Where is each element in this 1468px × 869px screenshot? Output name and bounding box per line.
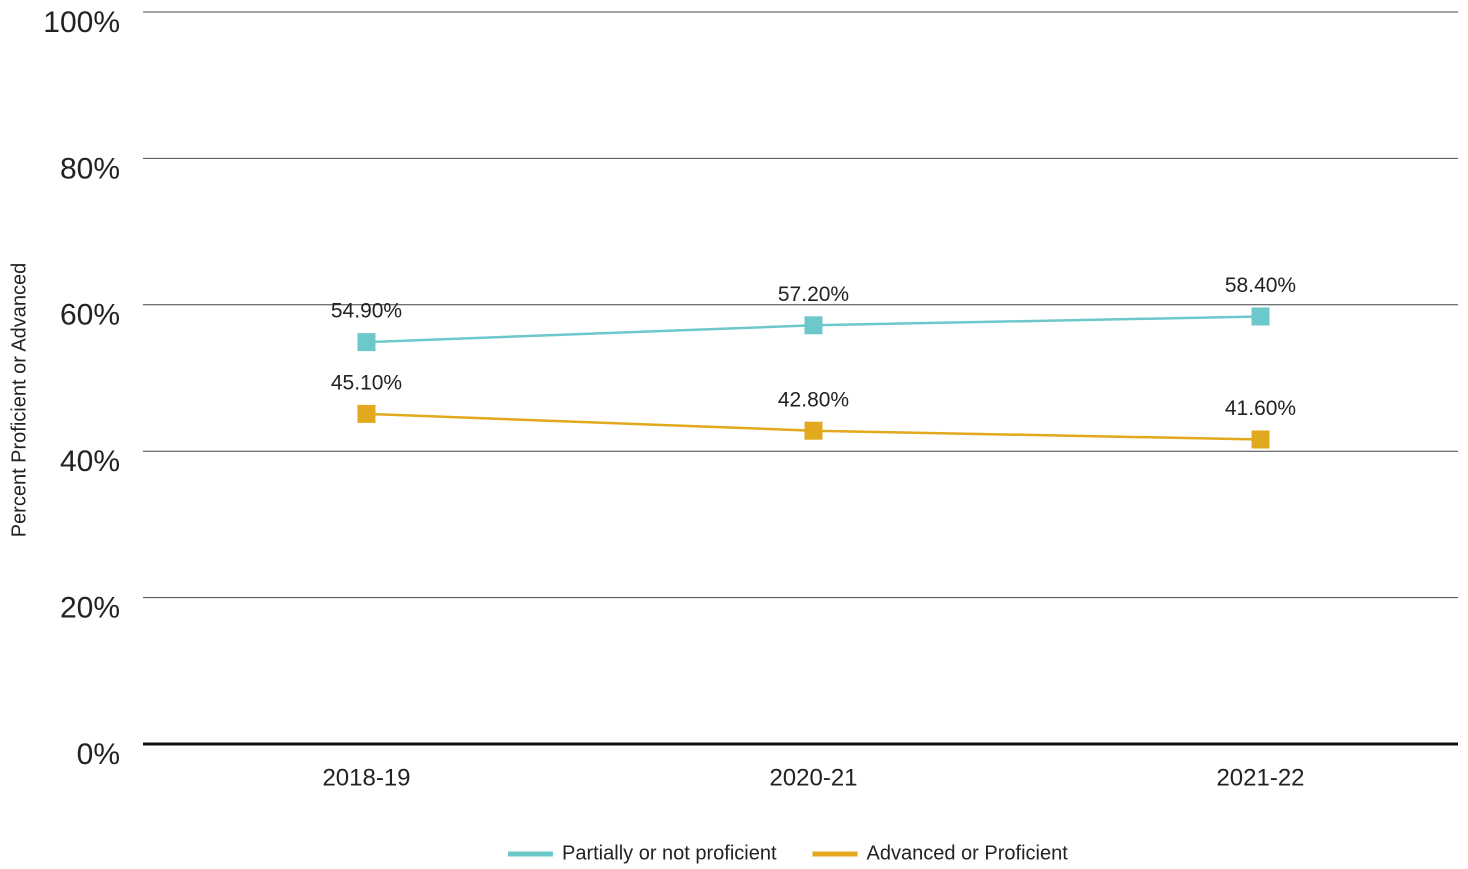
y-tick-label: 0%	[77, 738, 120, 771]
y-tick-label: 80%	[60, 152, 120, 185]
y-tick-label: 100%	[43, 6, 120, 39]
data-point	[357, 333, 376, 352]
data-label: 58.40%	[1225, 274, 1296, 297]
y-tick-label: 60%	[60, 299, 120, 332]
x-tick-label: 2021-22	[1216, 764, 1304, 791]
y-tick-label: 20%	[60, 592, 120, 625]
data-point	[804, 316, 823, 335]
data-point	[804, 421, 823, 440]
x-tick-label: 2020-21	[769, 764, 857, 791]
y-axis-label: Percent Proficient or Advanced	[8, 263, 30, 538]
data-point	[1251, 430, 1270, 449]
data-label: 57.20%	[778, 283, 849, 306]
data-point	[1251, 307, 1270, 326]
legend-label: Advanced or Proficient	[867, 842, 1069, 864]
data-label: 42.80%	[778, 388, 849, 411]
x-tick-label: 2018-19	[322, 764, 410, 791]
data-point	[357, 404, 376, 423]
y-tick-label: 40%	[60, 445, 120, 478]
data-label: 41.60%	[1225, 397, 1296, 420]
data-label: 54.90%	[331, 300, 402, 323]
data-label: 45.10%	[331, 371, 402, 394]
legend-label: Partially or not proficient	[562, 842, 777, 864]
